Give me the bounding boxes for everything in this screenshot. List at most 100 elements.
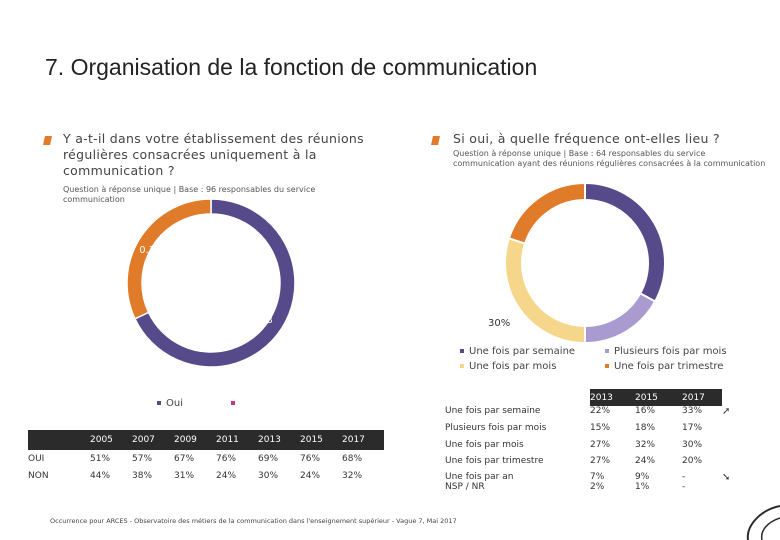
table-header-cell: 2007 <box>132 430 174 450</box>
table-header-row: 2005 2007 2009 2011 2013 2015 2017 <box>28 430 384 450</box>
table-cell: 20% <box>682 456 703 466</box>
table-header-cell: 2011 <box>216 430 258 450</box>
legend-item-non <box>231 398 240 409</box>
legend-label: Une fois par trimestre <box>614 361 724 372</box>
table-cell: 15% <box>590 423 611 433</box>
table-header-cell: 2017 <box>682 389 722 406</box>
legend-swatch <box>231 401 236 405</box>
right-note: Question à réponse unique | Base : 64 re… <box>453 149 765 169</box>
left-note-line: Question à réponse unique | Base : 96 re… <box>63 185 316 194</box>
legend-swatch <box>460 364 464 368</box>
donut-slice-plusieurs-fois-par-mois <box>584 291 657 345</box>
left-question-line: communication ? <box>63 163 175 178</box>
donut-slice-non <box>126 198 212 320</box>
left-question-line: régulières consacrées uniquement à la <box>63 147 317 162</box>
table-cell: 30% <box>682 440 703 450</box>
table-cell: 32% <box>342 470 363 481</box>
table-header-spacer <box>722 389 742 406</box>
donut-data-label: 0.32 <box>139 245 161 256</box>
legend-swatch <box>605 364 609 368</box>
table-row: Une fois par an NSP / NR 7% 2% 9% 1% - -… <box>445 472 742 492</box>
table-cell: 27% <box>590 456 611 466</box>
donut-data-label: 30% <box>488 318 510 329</box>
table-header-cell: 2015 <box>635 389 682 406</box>
trend-up-icon: ➚ <box>722 406 731 417</box>
legend-label: Oui <box>166 398 183 409</box>
donut-slice-une-fois-par-mois <box>504 237 586 345</box>
table-cell: 16% <box>635 406 656 416</box>
right-history-table: 2013 2015 2017 Une fois par semaine 22% … <box>445 389 742 492</box>
table-cell <box>722 423 742 440</box>
table-cell: OUI <box>28 453 45 464</box>
donut-data-label: 17% <box>640 340 662 351</box>
table-cell: Une fois par an NSP / NR <box>445 472 514 492</box>
legend-item: Une fois par mois <box>460 361 575 372</box>
table-cell: 24% <box>300 470 321 481</box>
table-header-cell: 2013 <box>590 389 635 406</box>
right-question: Si oui, à quelle fréquence ont-elles lie… <box>453 131 720 146</box>
legend-label: Une fois par mois <box>469 361 557 372</box>
table-header-cell: 2005 <box>90 430 132 450</box>
table-cell <box>722 456 742 472</box>
table-cell: 76% <box>216 453 237 464</box>
table-cell: 51% <box>90 453 111 464</box>
table-row: Plusieurs fois par mois 15% 18% 17% <box>445 423 742 440</box>
table-header-row: 2013 2015 2017 <box>445 389 742 406</box>
table-cell: 76% <box>300 453 321 464</box>
table-header-cell: 2009 <box>174 430 216 450</box>
table-cell: 17% <box>682 423 703 433</box>
table-row: NON 44% 38% 31% 24% 30% 24% 32% <box>28 467 384 484</box>
right-note-line: communication ayant des réunions réguliè… <box>453 159 766 168</box>
table-cell: Plusieurs fois par mois <box>445 423 547 433</box>
watermark-logo-icon <box>746 505 780 540</box>
right-note-line: Question à réponse unique | Base : 64 re… <box>453 149 706 158</box>
table-cell: 68% <box>342 453 363 464</box>
table-cell: 67% <box>174 453 195 464</box>
table-cell: 69% <box>258 453 279 464</box>
right-legend-col1: Une fois par semaine Une fois par mois <box>460 346 575 372</box>
table-cell: Une fois par trimestre <box>445 456 544 466</box>
table-cell: 32% <box>635 440 656 450</box>
legend-label: Une fois par semaine <box>469 346 576 357</box>
table-cell: 24% <box>635 456 656 466</box>
table-cell: 31% <box>174 470 195 481</box>
donut-data-label: 33% <box>657 202 679 213</box>
table-cell: Une fois par semaine <box>445 406 541 416</box>
table-cell: 44% <box>90 470 111 481</box>
table-header-cell <box>445 389 590 406</box>
table-cell: 9% 1% <box>635 472 650 492</box>
donut-slice-une-fois-par-trimestre <box>507 181 586 245</box>
left-note-line: communication <box>63 195 125 204</box>
trend-down-icon: ➘ <box>722 472 731 483</box>
table-cell: 27% <box>590 440 611 450</box>
table-cell: 22% <box>590 406 611 416</box>
donut-slice-une-fois-par-semaine <box>584 181 666 303</box>
legend-swatch <box>157 401 161 405</box>
legend-item-oui: Oui <box>157 398 183 409</box>
table-header-cell: 2013 <box>258 430 300 450</box>
table-header-cell: 2015 <box>300 430 342 450</box>
table-row: Une fois par mois 27% 32% 30% <box>445 440 742 456</box>
right-legend-col2: Plusieurs fois par mois Une fois par tri… <box>605 346 727 372</box>
table-row: Une fois par trimestre 27% 24% 20% <box>445 456 742 472</box>
left-history-table: 2005 2007 2009 2011 2013 2015 2017 OUI 5… <box>28 430 384 484</box>
table-cell: - - <box>682 472 686 492</box>
left-question: Y a-t-il dans votre établissement des ré… <box>63 131 364 179</box>
legend-item: Plusieurs fois par mois <box>605 346 727 361</box>
legend-label: Plusieurs fois par mois <box>614 346 727 357</box>
page-title: 7. Organisation de la fonction de commun… <box>45 54 538 80</box>
table-cell <box>722 440 742 456</box>
table-cell: 18% <box>635 423 656 433</box>
legend-item: Une fois par semaine <box>460 346 575 361</box>
table-cell: Une fois par mois <box>445 440 524 450</box>
left-legend: Oui <box>157 398 240 409</box>
donut-data-label: 20% <box>522 170 544 181</box>
table-cell: NON <box>28 470 49 481</box>
footer-source: Occurrence pour ARCES - Observatoire des… <box>50 517 457 525</box>
table-header-cell <box>28 430 90 450</box>
left-note: Question à réponse unique | Base : 96 re… <box>63 185 315 205</box>
legend-item: Une fois par trimestre <box>605 361 727 372</box>
table-cell: 7% 2% <box>590 472 605 492</box>
donut-data-label: 0.68 <box>250 315 272 326</box>
